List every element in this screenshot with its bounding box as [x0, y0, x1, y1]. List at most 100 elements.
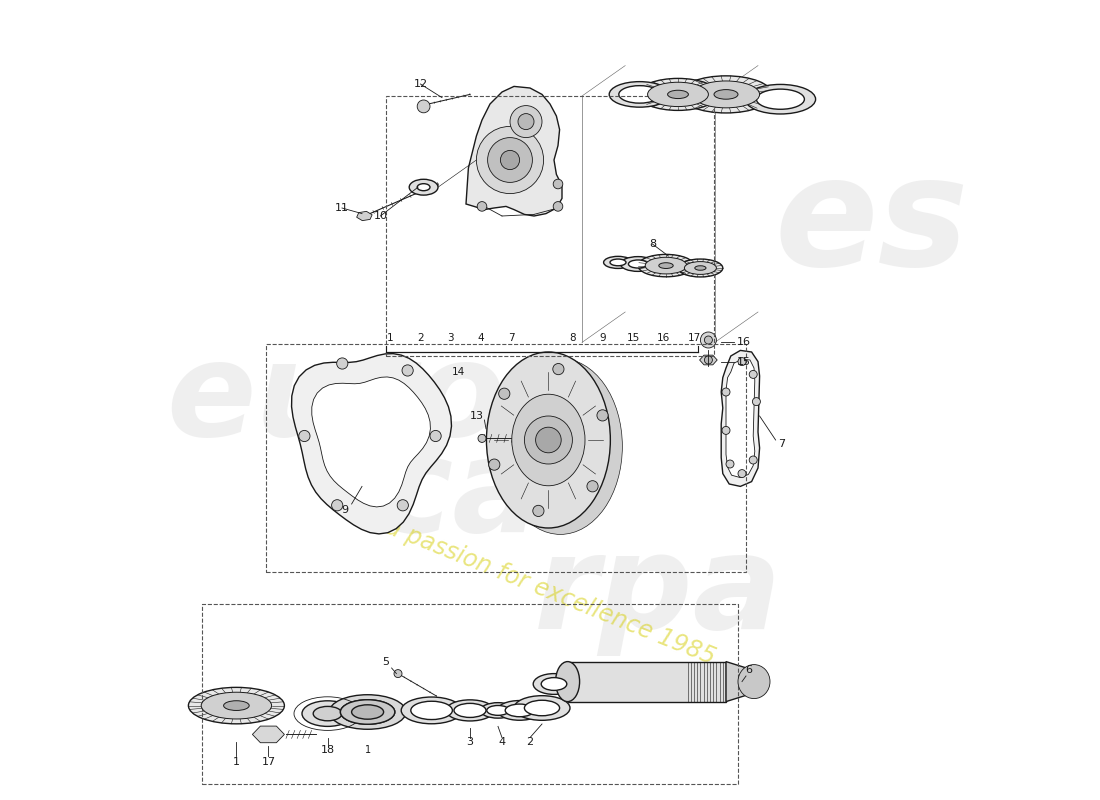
Circle shape	[476, 126, 543, 194]
Ellipse shape	[497, 701, 542, 720]
Ellipse shape	[678, 259, 723, 277]
Text: 3: 3	[448, 333, 454, 342]
Circle shape	[553, 179, 563, 189]
Ellipse shape	[417, 184, 430, 190]
Circle shape	[402, 365, 414, 376]
Circle shape	[498, 388, 510, 399]
Ellipse shape	[481, 702, 516, 718]
Ellipse shape	[446, 700, 494, 721]
Polygon shape	[726, 662, 764, 702]
Circle shape	[477, 202, 487, 211]
Text: 16: 16	[657, 333, 670, 342]
Text: 15: 15	[627, 333, 640, 342]
Ellipse shape	[659, 262, 673, 269]
Circle shape	[510, 106, 542, 138]
Circle shape	[525, 416, 572, 464]
Circle shape	[430, 430, 441, 442]
Text: 4: 4	[477, 333, 484, 342]
Polygon shape	[356, 211, 372, 221]
Text: 11: 11	[336, 203, 349, 213]
Polygon shape	[700, 355, 717, 365]
Circle shape	[536, 427, 561, 453]
Circle shape	[417, 100, 430, 113]
Circle shape	[299, 430, 310, 442]
Polygon shape	[722, 350, 760, 486]
Polygon shape	[311, 377, 430, 507]
Ellipse shape	[352, 705, 384, 719]
Ellipse shape	[692, 81, 760, 108]
Ellipse shape	[609, 82, 670, 107]
Circle shape	[722, 388, 730, 396]
Text: ca: ca	[374, 433, 541, 559]
Text: 17: 17	[262, 757, 275, 766]
Ellipse shape	[512, 394, 585, 486]
Circle shape	[518, 114, 534, 130]
Ellipse shape	[525, 700, 560, 716]
Ellipse shape	[514, 696, 570, 720]
Ellipse shape	[402, 697, 462, 724]
Ellipse shape	[340, 700, 395, 724]
Text: 5: 5	[383, 658, 389, 667]
Ellipse shape	[487, 706, 509, 715]
Text: 1: 1	[233, 757, 240, 766]
Text: euro: euro	[166, 337, 505, 463]
Circle shape	[532, 506, 544, 517]
Ellipse shape	[329, 694, 406, 730]
Circle shape	[749, 456, 757, 464]
Text: 8: 8	[649, 239, 656, 249]
Text: 12: 12	[414, 79, 428, 89]
Circle shape	[726, 460, 734, 468]
Ellipse shape	[714, 90, 738, 99]
Text: a passion for excellence 1985: a passion for excellence 1985	[382, 514, 718, 670]
Text: 7: 7	[779, 439, 785, 449]
Ellipse shape	[695, 266, 706, 270]
Ellipse shape	[738, 665, 770, 698]
Ellipse shape	[534, 674, 575, 694]
Text: 16: 16	[737, 337, 750, 346]
Polygon shape	[466, 86, 562, 216]
Ellipse shape	[201, 692, 272, 719]
Circle shape	[331, 500, 343, 511]
Text: es: es	[774, 150, 968, 298]
Circle shape	[478, 434, 486, 442]
Circle shape	[397, 500, 408, 511]
Ellipse shape	[610, 259, 626, 266]
Text: 7: 7	[508, 333, 515, 342]
Circle shape	[738, 358, 746, 366]
Circle shape	[749, 370, 757, 378]
Ellipse shape	[619, 86, 660, 103]
Ellipse shape	[409, 179, 438, 195]
Text: 1: 1	[387, 333, 394, 342]
Ellipse shape	[498, 358, 623, 534]
Ellipse shape	[684, 262, 716, 274]
Ellipse shape	[648, 82, 708, 106]
Text: 15: 15	[737, 357, 750, 366]
Bar	[568, 662, 726, 702]
Ellipse shape	[223, 701, 250, 710]
Ellipse shape	[757, 89, 804, 110]
Ellipse shape	[486, 352, 610, 528]
Text: 4: 4	[498, 738, 506, 747]
Polygon shape	[726, 359, 755, 478]
Ellipse shape	[541, 678, 567, 690]
Circle shape	[337, 358, 348, 369]
Text: 6: 6	[745, 666, 752, 675]
Ellipse shape	[556, 662, 580, 702]
Circle shape	[597, 410, 608, 421]
Ellipse shape	[505, 704, 534, 717]
Circle shape	[704, 356, 713, 364]
Bar	[266, 344, 746, 572]
Polygon shape	[292, 354, 451, 534]
Ellipse shape	[340, 700, 395, 724]
Circle shape	[500, 150, 519, 170]
Ellipse shape	[628, 260, 648, 268]
Circle shape	[587, 481, 598, 492]
Ellipse shape	[604, 256, 632, 269]
Text: 1: 1	[364, 746, 371, 755]
Text: 8: 8	[569, 333, 575, 342]
Ellipse shape	[620, 257, 656, 271]
Circle shape	[553, 363, 564, 374]
Circle shape	[722, 426, 730, 434]
Ellipse shape	[188, 687, 285, 724]
Polygon shape	[252, 726, 285, 742]
